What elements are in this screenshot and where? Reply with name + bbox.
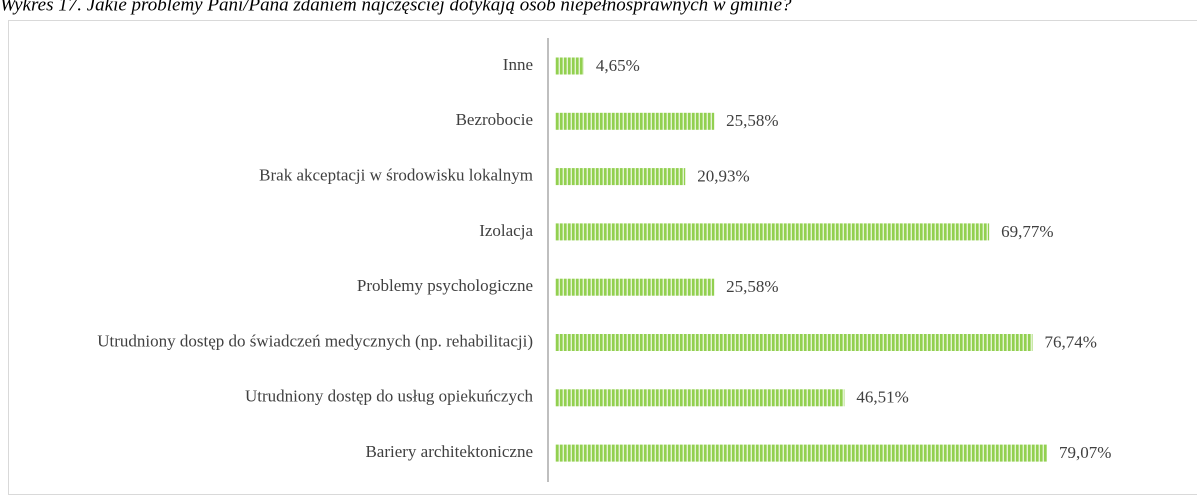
category-label: Bariery architektoniczne	[365, 442, 533, 461]
category-label: Izolacja	[479, 221, 533, 240]
bar	[555, 389, 845, 407]
category-label: Utrudniony dostęp do świadczeń medycznyc…	[97, 331, 533, 350]
category-label: Bezrobocie	[456, 110, 533, 129]
value-label: 76,74%	[1045, 332, 1097, 351]
category-label: Inne	[503, 55, 533, 74]
value-label: 20,93%	[697, 167, 749, 186]
bar	[555, 57, 584, 75]
value-label: 69,77%	[1001, 222, 1053, 241]
category-label: Utrudniony dostęp do usług opiekuńczych	[245, 387, 534, 406]
category-label: Brak akceptacji w środowisku lokalnym	[259, 166, 533, 185]
value-label: 79,07%	[1059, 443, 1111, 462]
bar	[555, 223, 990, 241]
chart-frame	[8, 20, 1197, 495]
bar	[555, 278, 715, 296]
value-label: 46,51%	[856, 388, 908, 407]
value-label: 4,65%	[596, 56, 640, 75]
value-label: 25,58%	[726, 277, 778, 296]
bar	[555, 334, 1033, 351]
chart-title: Wykres 17. Jakie problemy Pani/Pana zdan…	[0, 0, 792, 15]
category-label: Problemy psychologiczne	[357, 276, 533, 295]
bar	[555, 168, 686, 186]
bar	[555, 444, 1047, 462]
bar	[555, 112, 715, 130]
value-label: 25,58%	[726, 111, 778, 130]
